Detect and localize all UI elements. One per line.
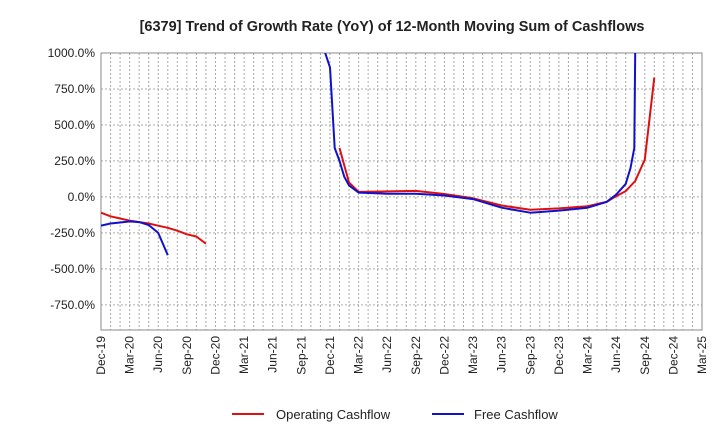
plot-frame — [100, 52, 703, 331]
x-tick-label: Sep-21 — [294, 336, 308, 375]
x-tick-label: Jun-24 — [609, 336, 623, 373]
x-tick-label: Dec-22 — [437, 336, 451, 375]
x-tick-label: Jun-20 — [151, 336, 165, 373]
x-tick-label: Mar-20 — [123, 336, 137, 374]
series-layer — [101, 53, 656, 256]
x-tick-label: Dec-19 — [94, 336, 108, 375]
x-tick-label: Jun-23 — [495, 336, 509, 373]
y-tick-label: 750.0% — [54, 82, 95, 96]
series-free-cashflow-line — [101, 220, 169, 256]
x-tick-label: Mar-24 — [581, 336, 595, 374]
y-axis: 1000.0% 750.0% 500.0% 250.0% 0.0% -250.0% -500… — [48, 46, 96, 312]
grid — [101, 52, 702, 330]
series-operating-cashflow-line — [101, 211, 207, 245]
series-free-cashflow-line — [324, 53, 637, 214]
x-tick-label: Dec-20 — [208, 336, 222, 375]
x-tick-label: Sep-24 — [638, 336, 652, 375]
chart-title: [6379] Trend of Growth Rate (YoY) of 12-… — [140, 19, 645, 35]
y-tick-label: 0.0% — [68, 190, 96, 204]
x-tick-label: Dec-23 — [552, 336, 566, 375]
legend: Operating Cashflow Free Cashflow — [232, 407, 558, 422]
y-tick-label: -250.0% — [50, 226, 95, 240]
x-tick-label: Sep-20 — [180, 336, 194, 375]
x-tick-label: Sep-23 — [523, 336, 537, 375]
x-tick-label: Sep-22 — [409, 336, 423, 375]
legend-label-operating-cashflow: Operating Cashflow — [276, 407, 391, 422]
y-tick-label: -500.0% — [50, 262, 95, 276]
y-tick-label: 1000.0% — [48, 46, 96, 60]
y-tick-label: 250.0% — [54, 154, 95, 168]
x-tick-label: Mar-25 — [695, 336, 709, 374]
x-tick-label: Jun-22 — [380, 336, 394, 373]
x-tick-label: Mar-21 — [237, 336, 251, 374]
x-tick-label: Dec-21 — [323, 336, 337, 375]
y-tick-label: -750.0% — [50, 298, 95, 312]
x-tick-label: Mar-23 — [466, 336, 480, 374]
x-tick-label: Jun-21 — [266, 336, 280, 373]
x-tick-label: Mar-22 — [352, 336, 366, 374]
legend-label-free-cashflow: Free Cashflow — [474, 407, 558, 422]
series-operating-cashflow-line — [338, 77, 656, 211]
x-axis: Dec-19 Mar-20 Jun-20 Sep-20 Dec-20 Mar-21 Jun-… — [94, 336, 709, 375]
x-tick-label: Dec-24 — [666, 336, 680, 375]
y-tick-label: 500.0% — [54, 118, 95, 132]
